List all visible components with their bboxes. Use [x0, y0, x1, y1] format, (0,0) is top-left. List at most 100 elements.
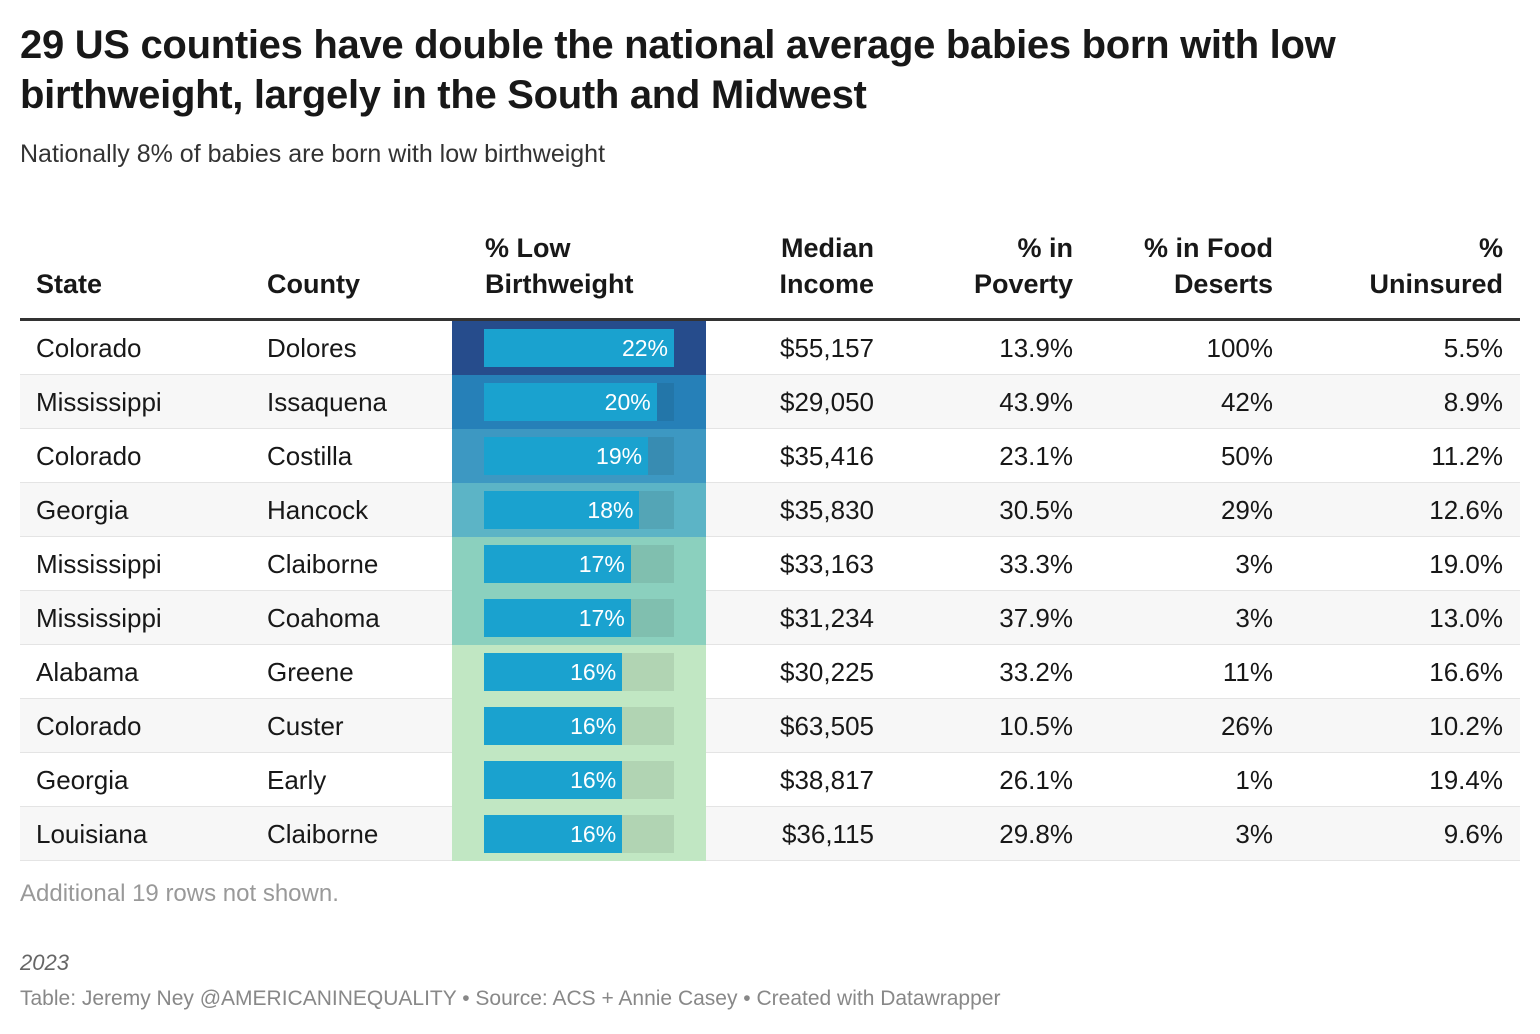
bar-track: 16% [484, 653, 674, 691]
bar-track: 16% [484, 815, 674, 853]
table-row: Mississippi Issaquena 20% $29,050 43.9% … [20, 375, 1520, 429]
table-row: Alabama Greene 16% $30,225 33.2% 11% 16.… [20, 645, 1520, 699]
bar-label: 20% [604, 389, 651, 415]
cell-county: Costilla [267, 441, 353, 471]
bar: 16% [484, 761, 623, 799]
header-line: Uninsured [1369, 269, 1503, 299]
cell-low-birthweight: 22% [452, 321, 706, 375]
cell-food-deserts: 42% [1220, 387, 1273, 417]
cell-median-income: $33,163 [780, 549, 874, 579]
bar: 22% [484, 329, 674, 367]
cell-food-deserts: 3% [1235, 549, 1273, 579]
cell-food-deserts: 50% [1220, 441, 1273, 471]
header-uninsured[interactable]: % Uninsured [1369, 230, 1503, 302]
cell-county: Claiborne [267, 819, 379, 849]
cell-state: Louisiana [36, 819, 148, 849]
cell-state: Mississippi [36, 549, 162, 579]
cell-county: Dolores [267, 333, 357, 363]
table-row: Colorado Dolores 22% $55,157 13.9% 100% … [20, 321, 1520, 375]
bar: 20% [484, 383, 657, 421]
header-food-deserts[interactable]: % in Food Deserts [1144, 230, 1273, 302]
cell-uninsured: 16.6% [1429, 657, 1503, 687]
bar: 17% [484, 599, 631, 637]
table-row: Mississippi Coahoma 17% $31,234 37.9% 3%… [20, 591, 1520, 645]
header-low-birthweight[interactable]: % Low Birthweight [485, 230, 634, 302]
bar: 18% [484, 491, 640, 529]
bar: 16% [484, 815, 623, 853]
bar-label: 22% [621, 335, 668, 361]
header-line: Median [780, 233, 874, 263]
bar-label: 16% [570, 821, 617, 847]
header-median-income[interactable]: Median Income [779, 230, 874, 302]
table-row: Mississippi Claiborne 17% $33,163 33.3% … [20, 537, 1520, 591]
cell-low-birthweight: 20% [452, 375, 706, 429]
table-header: State County % Low Birthweight Median Inco… [20, 220, 1520, 321]
chart-subtitle: Nationally 8% of babies are born with lo… [20, 140, 606, 168]
chart-title: 29 US counties have double the national … [20, 23, 1336, 117]
cell-state: Mississippi [36, 387, 162, 417]
header-state[interactable]: State [36, 269, 103, 299]
cell-poverty: 37.9% [999, 603, 1073, 633]
cell-poverty: 10.5% [999, 711, 1073, 741]
cell-uninsured: 5.5% [1443, 333, 1503, 363]
cell-poverty: 29.8% [999, 819, 1073, 849]
cell-low-birthweight: 17% [452, 591, 706, 645]
bar-track: 16% [484, 761, 674, 799]
bar-track: 17% [484, 545, 674, 583]
cell-uninsured: 19.0% [1429, 549, 1503, 579]
table-body: Colorado Dolores 22% $55,157 13.9% 100% … [20, 321, 1520, 861]
cell-state: Alabama [36, 657, 139, 687]
cell-median-income: $31,234 [780, 603, 874, 633]
bar-label: 17% [578, 605, 625, 631]
header-line: % in [1017, 233, 1073, 263]
bar-label: 16% [570, 659, 617, 685]
cell-food-deserts: 11% [1222, 657, 1273, 687]
cell-county: Issaquena [267, 387, 387, 417]
cell-food-deserts: 100% [1206, 333, 1274, 363]
cell-state: Georgia [36, 765, 129, 795]
cell-county: Greene [267, 657, 354, 687]
cell-low-birthweight: 16% [452, 699, 706, 753]
cell-poverty: 43.9% [999, 387, 1073, 417]
header-line: Poverty [973, 269, 1073, 299]
bar-label: 19% [596, 443, 643, 469]
table-row: Georgia Early 16% $38,817 26.1% 1% 19.4% [20, 753, 1520, 807]
bar: 19% [484, 437, 649, 475]
cell-median-income: $29,050 [780, 387, 874, 417]
cell-median-income: $30,225 [780, 657, 874, 687]
cell-state: Colorado [36, 333, 142, 363]
cell-poverty: 13.9% [999, 333, 1073, 363]
bar: 16% [484, 653, 623, 691]
table-row: Colorado Custer 16% $63,505 10.5% 26% 10… [20, 699, 1520, 753]
cell-food-deserts: 3% [1235, 819, 1273, 849]
cell-poverty: 26.1% [999, 765, 1073, 795]
cell-poverty: 30.5% [999, 495, 1073, 525]
bar: 16% [484, 707, 623, 745]
cell-state: Colorado [36, 711, 142, 741]
bar-track: 19% [484, 437, 674, 475]
cell-low-birthweight: 19% [452, 429, 706, 483]
bar-label: 17% [578, 551, 625, 577]
cell-median-income: $63,505 [780, 711, 874, 741]
bar: 17% [484, 545, 631, 583]
header-line: Deserts [1173, 269, 1273, 299]
cell-median-income: $36,115 [781, 819, 874, 849]
table-year: 2023 [20, 950, 69, 975]
cell-food-deserts: 3% [1235, 603, 1273, 633]
cell-county: Claiborne [267, 549, 379, 579]
header-line: % Low [485, 233, 571, 263]
cell-food-deserts: 29% [1220, 495, 1273, 525]
header-county[interactable]: County [267, 269, 360, 299]
cell-median-income: $35,416 [780, 441, 874, 471]
table-row: Colorado Costilla 19% $35,416 23.1% 50% … [20, 429, 1520, 483]
cell-county: Coahoma [267, 603, 380, 633]
cell-low-birthweight: 17% [452, 537, 706, 591]
cell-low-birthweight: 18% [452, 483, 706, 537]
header-line: % in Food [1144, 233, 1273, 263]
cell-uninsured: 11.2% [1431, 441, 1503, 471]
header-poverty[interactable]: % in Poverty [974, 230, 1073, 302]
cell-poverty: 23.1% [999, 441, 1073, 471]
bar-track: 16% [484, 707, 674, 745]
bar-track: 20% [484, 383, 674, 421]
table-notes: Additional 19 rows not shown. [20, 880, 339, 907]
